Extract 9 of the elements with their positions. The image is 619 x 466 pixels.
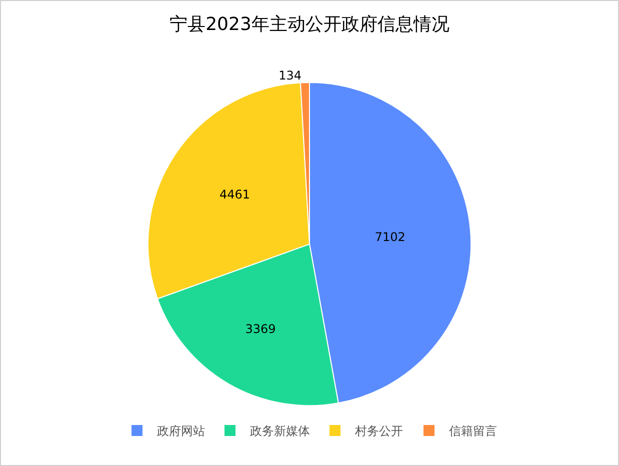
- data-label: 134: [278, 68, 302, 83]
- data-label: 7102: [374, 230, 406, 244]
- chart-title: 宁县2023年主动公开政府信息情况: [170, 14, 450, 35]
- data-label: 3369: [245, 322, 276, 336]
- legend-label: 政务新媒体: [250, 424, 310, 438]
- legend-label: 政府网站: [157, 424, 205, 438]
- legend-label: 村务公开: [354, 424, 403, 438]
- data-label: 4461: [219, 188, 250, 202]
- legend-label: 信籍留言: [449, 424, 497, 438]
